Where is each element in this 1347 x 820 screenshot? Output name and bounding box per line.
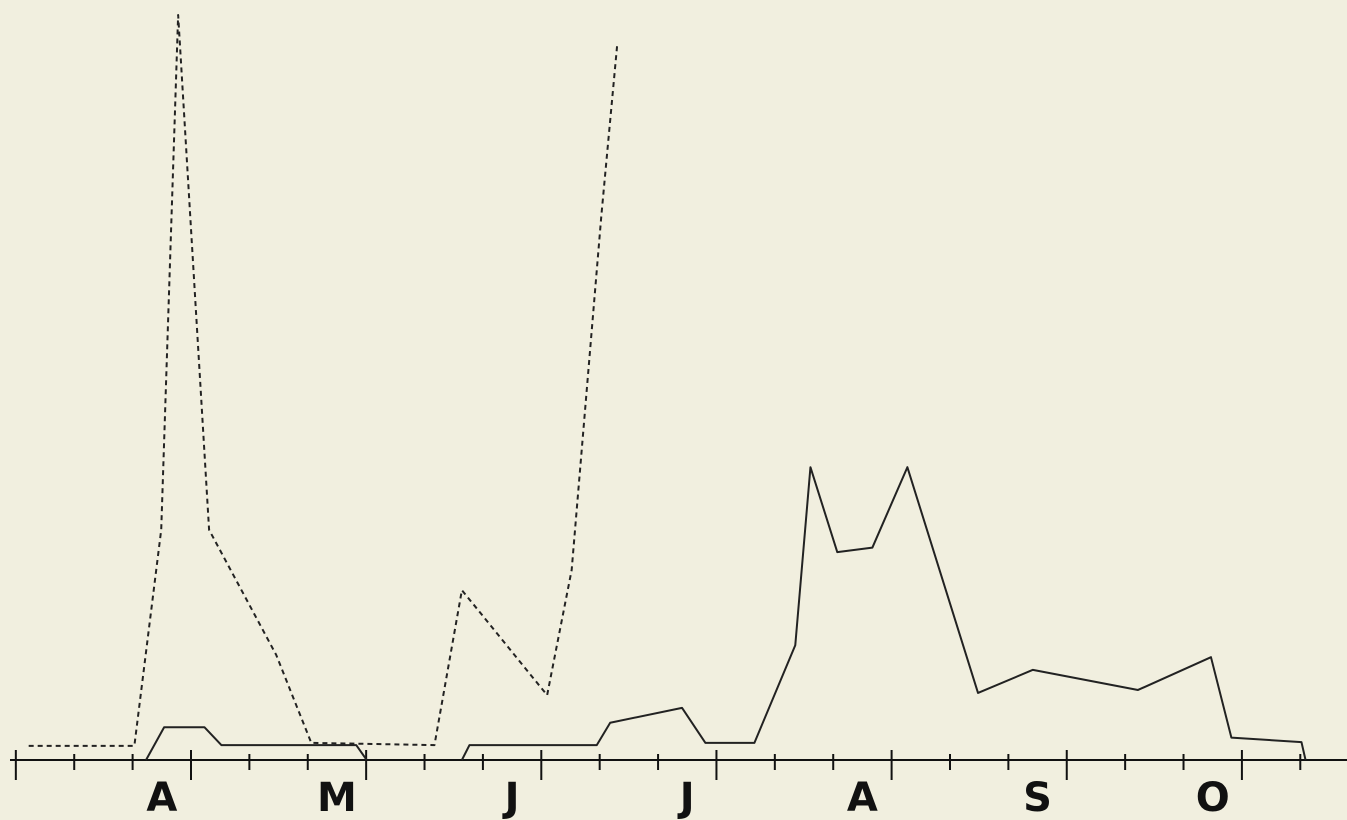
month-label: A [146, 775, 177, 820]
month-label: J [502, 775, 520, 820]
month-label: S [1023, 775, 1052, 820]
month-label: O [1196, 775, 1230, 820]
month-label: A [847, 775, 878, 820]
month-label: M [317, 775, 357, 820]
series-line [28, 14, 619, 747]
month-label: J [677, 775, 695, 820]
series-line [145, 466, 1307, 761]
